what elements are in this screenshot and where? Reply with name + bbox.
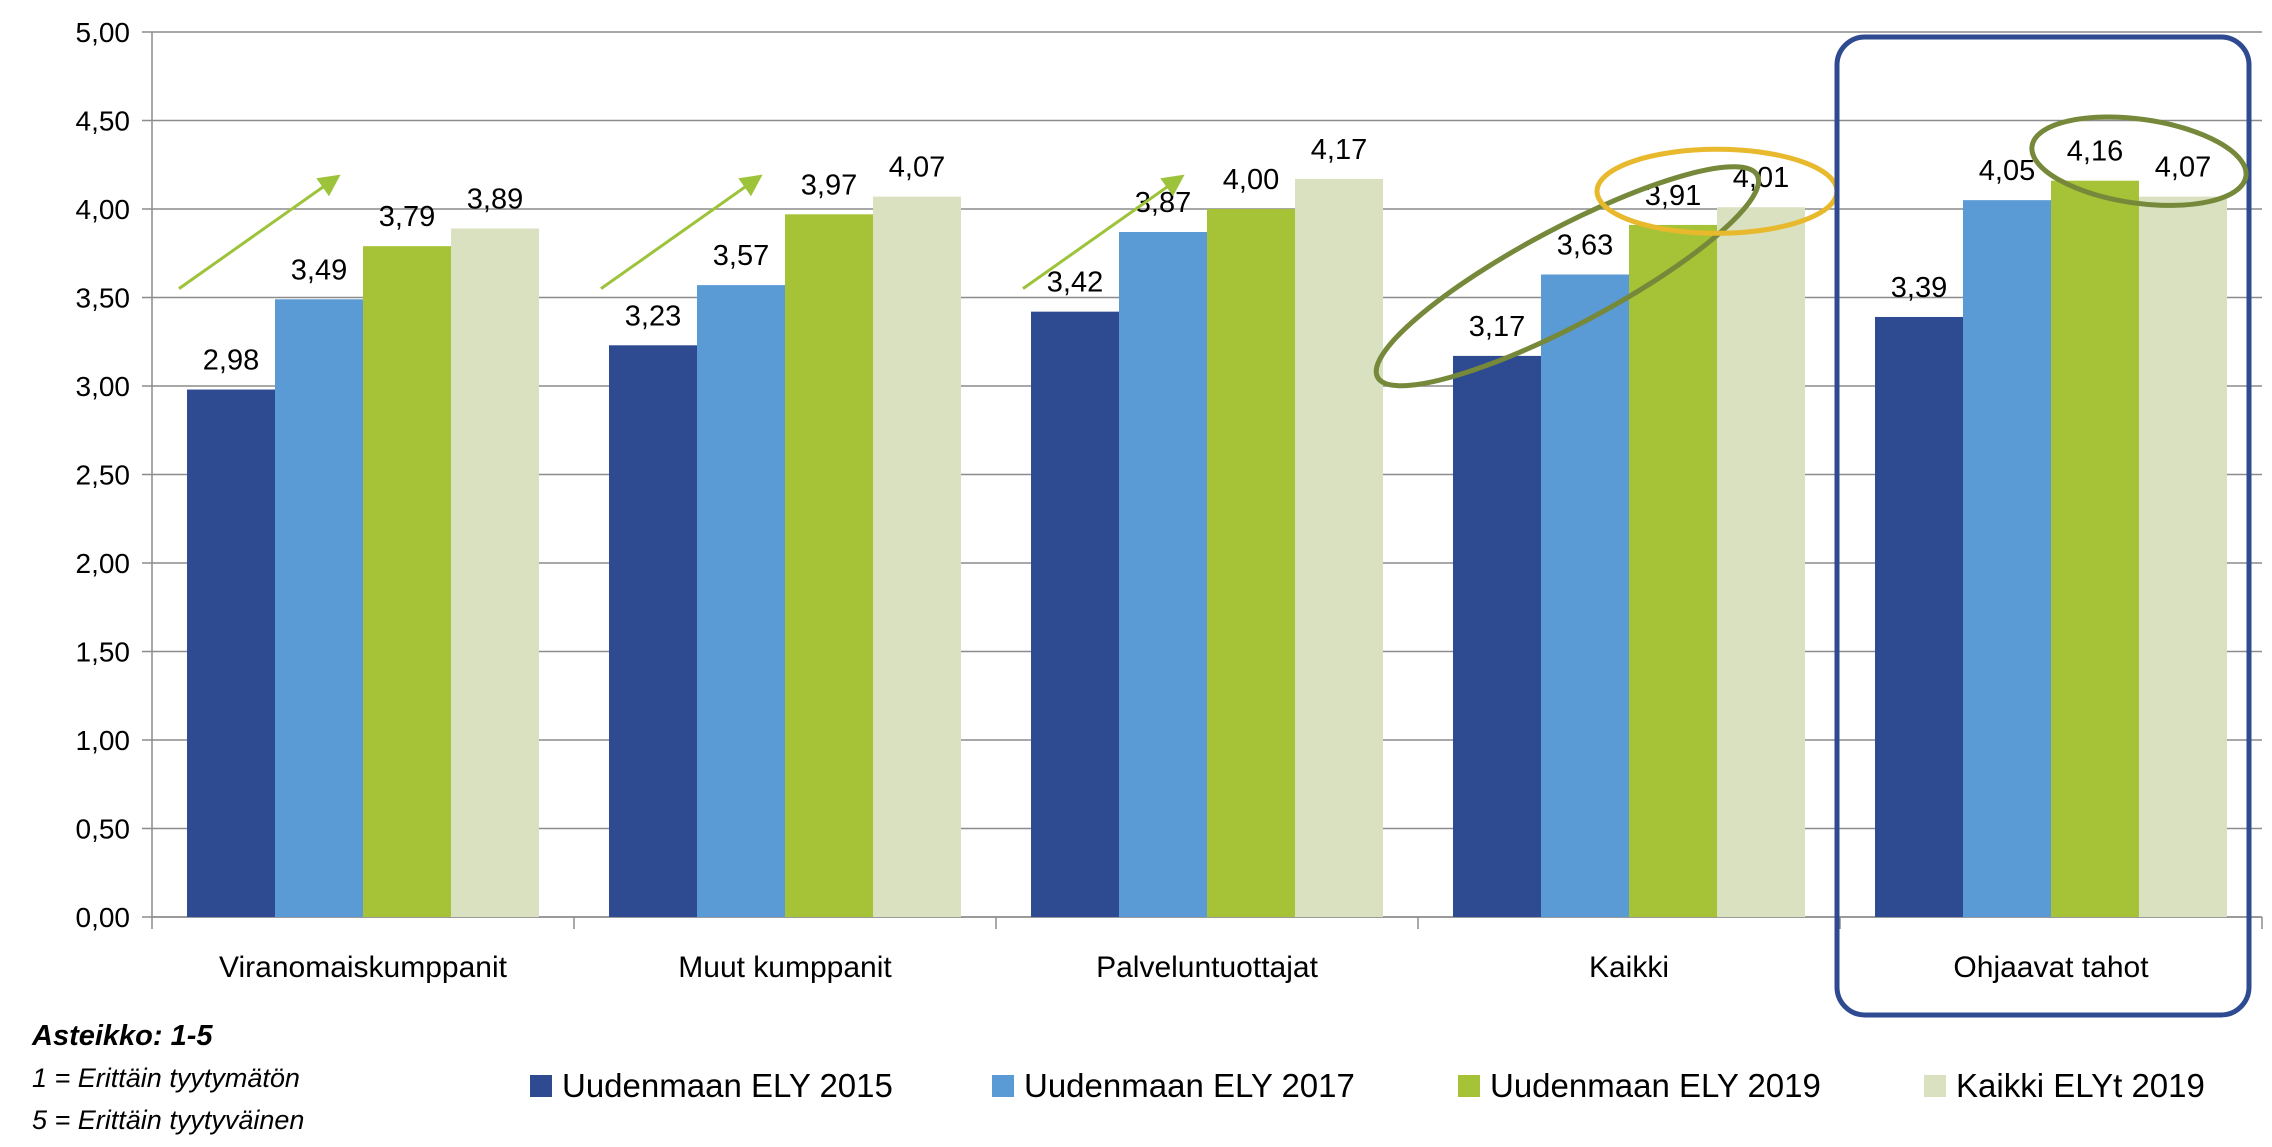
bar <box>1875 316 1963 918</box>
legend-swatch <box>530 1075 552 1097</box>
bar <box>1629 224 1717 917</box>
data-label: 4,07 <box>2155 152 2211 184</box>
y-tick-label: 3,50 <box>76 283 131 314</box>
data-label: 3,17 <box>1469 311 1525 343</box>
bar <box>275 299 363 917</box>
data-label: 3,23 <box>625 300 681 332</box>
data-label: 3,79 <box>379 201 435 233</box>
trend-arrow <box>600 174 763 290</box>
data-label: 4,17 <box>1311 134 1367 166</box>
y-tick-label: 1,00 <box>76 725 131 756</box>
y-tick-label: 2,50 <box>76 460 131 491</box>
category-label: Muut kumppanit <box>678 951 892 984</box>
scale-title: Asteikko: 1-5 <box>32 1020 213 1052</box>
highlight-box <box>1834 34 2252 1018</box>
legend-label: Uudenmaan ELY 2019 <box>1490 1067 1821 1104</box>
scale-min-note: 1 = Erittäin tyytymätön <box>32 1063 300 1093</box>
category-label: Viranomaiskumppanit <box>219 951 508 984</box>
y-tick-label: 3,00 <box>76 371 131 402</box>
trend-arrow <box>1022 174 1185 290</box>
bar <box>697 285 785 917</box>
legend-swatch <box>1924 1075 1946 1097</box>
data-label: 3,42 <box>1047 267 1103 299</box>
data-label: 4,16 <box>2067 136 2123 168</box>
bar <box>785 214 873 917</box>
data-label: 3,89 <box>467 183 523 215</box>
data-label: 3,63 <box>1557 229 1613 261</box>
legend-label: Kaikki ELYt 2019 <box>1956 1067 2205 1104</box>
category-label: Ohjaavat tahot <box>1953 951 2149 984</box>
bar <box>363 246 451 918</box>
legend-label: Uudenmaan ELY 2015 <box>562 1067 893 1104</box>
legend-label: Uudenmaan ELY 2017 <box>1024 1067 1355 1104</box>
y-tick-label: 4,50 <box>76 106 131 137</box>
bar <box>451 228 539 918</box>
trend-arrow <box>178 174 341 290</box>
legend-swatch <box>992 1075 1014 1097</box>
bar <box>1717 207 1805 918</box>
data-label: 3,57 <box>713 240 769 272</box>
legend-swatch <box>1458 1075 1480 1097</box>
y-tick-label: 5,00 <box>76 17 131 48</box>
scale-notes: Asteikko: 1-5 1 = Erittäin tyytymätön 5 … <box>32 1015 452 1141</box>
bar <box>1119 232 1207 917</box>
category-label: Kaikki <box>1589 951 1669 984</box>
bar <box>1031 311 1119 917</box>
bar <box>187 389 275 917</box>
data-label: 2,98 <box>203 345 259 377</box>
bar <box>1453 355 1541 917</box>
highlight-ellipse-olive <box>1373 164 1762 389</box>
data-label: 3,97 <box>801 169 857 201</box>
data-label: 4,05 <box>1979 155 2035 187</box>
y-tick-label: 0,50 <box>76 814 131 845</box>
bar <box>609 345 697 917</box>
data-label: 4,00 <box>1223 164 1279 196</box>
y-tick-label: 4,00 <box>76 194 131 225</box>
bar <box>873 196 961 918</box>
category-label: Palveluntuottajat <box>1096 951 1318 984</box>
bar <box>1963 200 2051 917</box>
scale-max-note: 5 = Erittäin tyytyväinen <box>32 1105 305 1135</box>
bar <box>2139 196 2227 918</box>
bar <box>1541 274 1629 917</box>
y-tick-label: 1,50 <box>76 637 131 668</box>
bar <box>1207 209 1295 917</box>
data-label: 4,07 <box>889 152 945 184</box>
data-label: 3,39 <box>1891 272 1947 304</box>
highlight-ellipse-olive <box>2029 114 2249 208</box>
y-tick-label: 0,00 <box>76 902 131 933</box>
data-label: 3,49 <box>291 254 347 286</box>
bar <box>2051 180 2139 917</box>
y-tick-label: 2,00 <box>76 548 131 579</box>
bar <box>1295 178 1383 917</box>
